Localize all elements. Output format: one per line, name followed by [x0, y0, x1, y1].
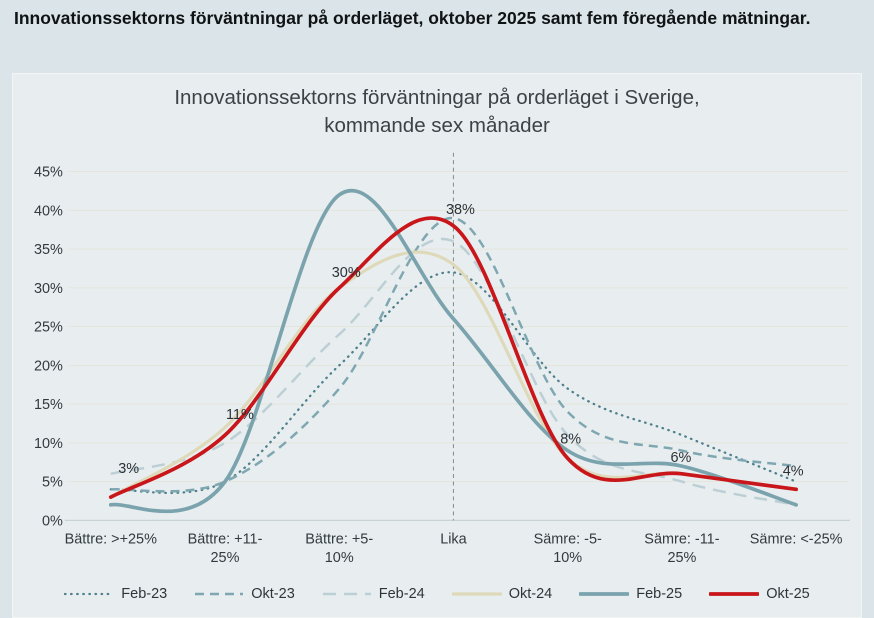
y-axis-tick-label: 35%	[34, 242, 63, 258]
x-axis-category-label: Sämre: -5-10%	[534, 531, 602, 566]
y-axis-tick-label: 15%	[34, 397, 63, 413]
legend-item-feb-25: Feb-25	[579, 586, 682, 602]
legend-label: Feb-24	[378, 586, 425, 602]
series-line-okt-23	[110, 216, 797, 493]
series-line-okt-25	[108, 216, 798, 499]
series-line-feb-24	[110, 237, 797, 507]
y-axis-tick-label: 5%	[42, 475, 63, 491]
x-axis-category-label: Sämre: -11-25%	[644, 531, 719, 566]
x-axis-category-label: Bättre: +5-10%	[305, 531, 373, 566]
y-axis-tick-label: 30%	[34, 281, 63, 297]
chart-title-line1: Innovationssektorns förväntningar på ord…	[174, 86, 700, 109]
legend-line-swatch	[709, 592, 760, 596]
data-label-okt-25: 4%	[783, 463, 804, 479]
y-axis-tick-label: 20%	[34, 358, 63, 374]
data-label-okt-25: 38%	[446, 202, 475, 218]
data-label-okt-25: 6%	[670, 450, 691, 466]
legend-label: Okt-25	[766, 586, 810, 602]
legend-item-feb-23: Feb-23	[64, 586, 167, 602]
page-heading: Innovationssektorns förväntningar på ord…	[14, 8, 811, 28]
legend-line-swatch	[64, 592, 115, 596]
legend-line-swatch	[451, 592, 502, 596]
data-label-okt-25: 8%	[560, 431, 581, 447]
y-axis-tick-label: 25%	[34, 320, 63, 336]
data-label-okt-25: 30%	[332, 265, 361, 281]
legend-label: Feb-25	[636, 586, 683, 602]
legend-item-okt-24: Okt-24	[451, 586, 553, 602]
legend-item-okt-25: Okt-25	[709, 586, 810, 602]
x-axis-category-label: Bättre: +11-25%	[188, 531, 263, 566]
legend-label: Okt-24	[508, 586, 553, 602]
legend-label: Okt-23	[251, 586, 295, 602]
x-axis-category-label: Lika	[440, 531, 467, 547]
data-label-okt-25: 11%	[226, 407, 254, 423]
y-axis-tick-label: 45%	[34, 165, 63, 181]
chart-title: Innovationssektorns förväntningar på ord…	[13, 84, 861, 139]
legend-label: Feb-23	[121, 586, 168, 602]
chart-panel: Innovationssektorns förväntningar på ord…	[12, 73, 862, 618]
y-axis-tick-label: 40%	[34, 203, 63, 219]
chart-legend: Feb-23 Okt-23 Feb-24 Okt-24 Feb-25 Okt-25	[13, 586, 861, 602]
legend-line-swatch	[322, 592, 371, 596]
legend-line-swatch	[195, 592, 244, 596]
legend-item-okt-23: Okt-23	[194, 586, 295, 602]
data-label-okt-25: 3%	[118, 461, 139, 477]
chart-title-line2: kommande sex månader	[324, 113, 550, 137]
legend-item-feb-24: Feb-24	[322, 586, 425, 602]
legend-line-swatch	[579, 592, 630, 596]
x-axis-category-label: Bättre: >+25%	[65, 531, 158, 547]
y-axis-tick-label: 10%	[34, 436, 63, 452]
series-line-feb-25	[108, 188, 798, 514]
x-axis-category-label: Sämre: <-25%	[750, 531, 843, 547]
chart-canvas: 0% 5% 10% 15% 20% 25% 30% 35% 40% 45% Bättre: >+25…	[34, 152, 851, 566]
y-axis-tick-label: 0%	[42, 513, 63, 529]
